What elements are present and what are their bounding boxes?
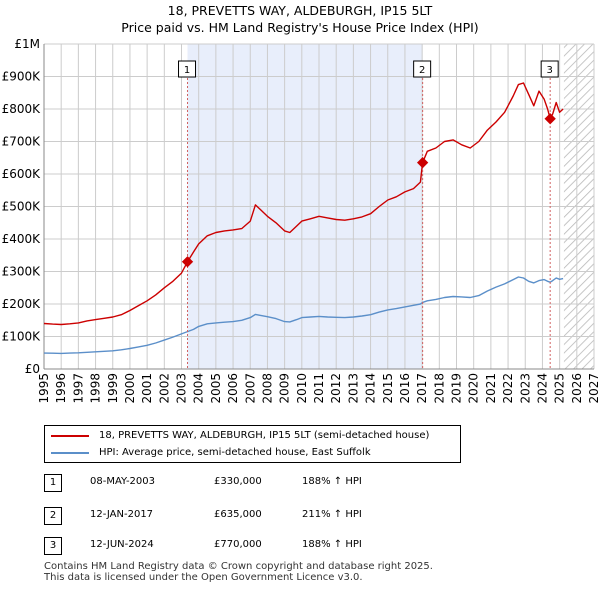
transaction-date: 12-JUN-2024 bbox=[90, 539, 154, 550]
x-tick-label: 2017 bbox=[415, 373, 429, 404]
x-tick-label: 1999 bbox=[106, 373, 120, 404]
transaction-price: £330,000 bbox=[214, 476, 262, 487]
transaction-label: 1 bbox=[184, 65, 190, 76]
footer-line-licence: This data is licensed under the Open Gov… bbox=[44, 572, 363, 583]
legend-label-property: 18, PREVETTS WAY, ALDEBURGH, IP15 5LT (s… bbox=[99, 430, 430, 441]
x-tick-label: 2020 bbox=[467, 373, 481, 404]
title-line-subtitle: Price paid vs. HM Land Registry's House … bbox=[121, 20, 479, 35]
transaction-label: 3 bbox=[546, 65, 552, 76]
x-tick-label: 1995 bbox=[37, 373, 51, 404]
x-tick-label: 2009 bbox=[278, 373, 292, 404]
x-tick-label: 2016 bbox=[398, 373, 412, 404]
x-tick-label: 1996 bbox=[54, 373, 68, 404]
y-tick-label: £600K bbox=[2, 167, 42, 181]
x-tick-label: 2007 bbox=[243, 373, 257, 404]
x-tick-label: 2024 bbox=[535, 373, 549, 404]
y-tick-label: £900K bbox=[2, 70, 42, 84]
transaction-row: 3 12-JUN-2024 £770,000 188% ↑ HPI bbox=[44, 537, 464, 555]
x-tick-label: 2021 bbox=[484, 373, 498, 404]
x-tick-label: 2003 bbox=[175, 373, 189, 404]
x-tick-label: 2010 bbox=[295, 373, 309, 404]
transaction-label: 2 bbox=[419, 65, 425, 76]
x-tick-label: 2019 bbox=[450, 373, 464, 404]
transaction-hpi: 211% ↑ HPI bbox=[302, 509, 362, 520]
y-tick-label: £500K bbox=[2, 200, 42, 214]
x-tick-label: 2004 bbox=[192, 373, 206, 404]
x-tick-label: 2001 bbox=[140, 373, 154, 404]
transaction-number: 1 bbox=[44, 474, 62, 492]
y-tick-label: £0 bbox=[25, 362, 40, 376]
x-tick-label: 2005 bbox=[209, 373, 223, 404]
x-tick-label: 2013 bbox=[346, 373, 360, 404]
x-tick-label: 2002 bbox=[157, 373, 171, 404]
x-tick-label: 2018 bbox=[432, 373, 446, 404]
footer-line-copyright: Contains HM Land Registry data © Crown c… bbox=[44, 561, 433, 572]
transaction-point bbox=[181, 256, 194, 268]
transaction-price: £770,000 bbox=[214, 539, 262, 550]
x-tick-label: 2011 bbox=[312, 373, 326, 404]
x-tick-label: 2015 bbox=[381, 373, 395, 404]
transaction-number: 3 bbox=[44, 537, 62, 555]
transaction-price: £635,000 bbox=[214, 509, 262, 520]
x-tick-label: 2026 bbox=[570, 373, 584, 404]
legend: 18, PREVETTS WAY, ALDEBURGH, IP15 5LT (s… bbox=[44, 425, 461, 463]
x-tick-label: 1998 bbox=[89, 373, 103, 404]
y-tick-label: £400K bbox=[2, 232, 42, 246]
transaction-point bbox=[416, 156, 429, 169]
footer-attribution: Contains HM Land Registry data © Crown c… bbox=[44, 561, 433, 583]
transaction-label-box bbox=[178, 60, 197, 78]
transaction-date: 08-MAY-2003 bbox=[90, 476, 156, 487]
transaction-label-box bbox=[540, 60, 559, 78]
transaction-row: 1 08-MAY-2003 £330,000 188% ↑ HPI bbox=[44, 474, 464, 492]
chart-title: 18, PREVETTS WAY, ALDEBURGH, IP15 5LT Pr… bbox=[0, 2, 600, 36]
x-tick-label: 2025 bbox=[553, 373, 567, 404]
x-tick-label: 2014 bbox=[364, 373, 378, 404]
x-tick-label: 2027 bbox=[587, 373, 600, 404]
transaction-hpi: 188% ↑ HPI bbox=[302, 539, 362, 550]
x-tick-label: 1997 bbox=[71, 373, 85, 404]
x-tick-label: 2008 bbox=[260, 373, 274, 404]
x-tick-label: 2022 bbox=[501, 373, 515, 404]
x-tick-label: 2000 bbox=[123, 373, 137, 404]
y-tick-label: £800K bbox=[2, 102, 42, 116]
transaction-label-box bbox=[413, 60, 432, 78]
transaction-hpi: 188% ↑ HPI bbox=[302, 476, 362, 487]
title-line-address: 18, PREVETTS WAY, ALDEBURGH, IP15 5LT bbox=[167, 3, 433, 18]
y-tick-label: £700K bbox=[2, 135, 42, 149]
y-tick-label: £100K bbox=[2, 330, 42, 344]
y-tick-label: £1M bbox=[14, 37, 40, 51]
legend-swatch-hpi bbox=[51, 452, 89, 454]
x-tick-label: 2023 bbox=[518, 373, 532, 404]
legend-swatch-property bbox=[51, 435, 89, 437]
transaction-number: 2 bbox=[44, 507, 62, 525]
transaction-date: 12-JAN-2017 bbox=[90, 509, 154, 520]
y-tick-label: £300K bbox=[2, 265, 42, 279]
x-tick-label: 2012 bbox=[329, 373, 343, 404]
property-price-line bbox=[43, 82, 564, 326]
transaction-row: 2 12-JAN-2017 £635,000 211% ↑ HPI bbox=[44, 507, 464, 525]
legend-label-hpi: HPI: Average price, semi-detached house,… bbox=[99, 447, 371, 458]
y-tick-label: £200K bbox=[2, 297, 42, 311]
hpi-line bbox=[43, 276, 564, 355]
x-tick-label: 2006 bbox=[226, 373, 240, 404]
price-chart: £0 £100K £200K £300K £400K £500K £600K £700K £80… bbox=[2, 37, 600, 404]
